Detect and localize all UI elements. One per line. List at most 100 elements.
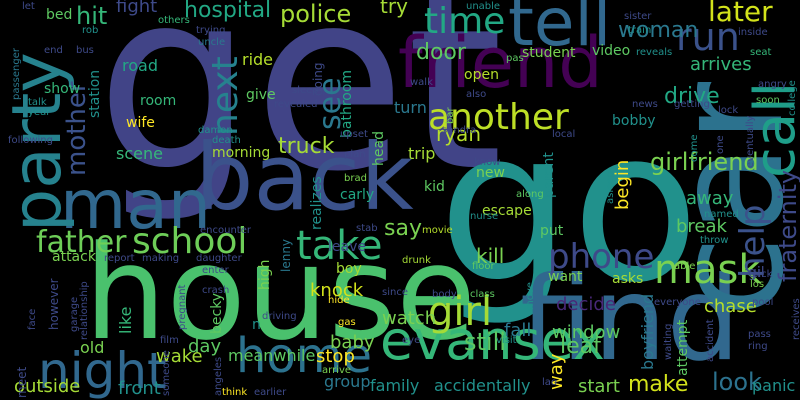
word-inside: inside [738, 27, 768, 38]
word-upset: upset [340, 129, 368, 140]
word-becky: becky [209, 292, 225, 334]
word-movie: movie [422, 225, 453, 236]
word-hide: hide [328, 295, 350, 306]
word-man: man [60, 166, 212, 245]
word-realizes: realizes [309, 176, 325, 230]
word-one: one [715, 135, 726, 154]
word-sleep: sleep [292, 85, 319, 96]
word-trying: trying [196, 25, 226, 36]
word-local: local [552, 129, 576, 140]
word-find: find [520, 252, 741, 387]
word-high: high [257, 259, 273, 290]
word-unable: unable [466, 1, 501, 12]
word-stop: stop [316, 346, 355, 367]
word-group: group [324, 372, 371, 391]
word-rob: rob [82, 25, 99, 36]
word-front: front [118, 378, 161, 399]
word-reveals: reveals [636, 47, 673, 58]
word-however: however [47, 278, 61, 330]
word-brad: brad [344, 173, 367, 184]
word-old: old [80, 338, 105, 357]
word-encounter: encounter [200, 225, 251, 236]
word-ring: ring [748, 341, 768, 352]
word-receives: receives [791, 298, 800, 340]
word-away: away [686, 188, 734, 209]
word-trip: trip [408, 144, 436, 163]
word-tell: tell [508, 0, 612, 61]
word-soon: soon [756, 95, 780, 106]
word-walk: walk [410, 77, 433, 88]
word-new: new [476, 165, 505, 181]
word-come: come [689, 134, 700, 162]
word-pass: pass [748, 329, 771, 340]
word-watch: watch [382, 308, 437, 329]
word-road: road [122, 56, 158, 75]
word-ride: ride [242, 50, 274, 69]
word-woman: woman [618, 18, 699, 43]
word-ryan: ryan [436, 122, 481, 146]
word-look: look [712, 368, 762, 396]
word-day: day [188, 336, 222, 357]
word-parent: parent [541, 152, 557, 198]
word-garage: garage [69, 296, 80, 332]
word-move: move [525, 282, 536, 310]
word-class: class [470, 289, 495, 300]
word-morning: morning [212, 145, 271, 161]
word-police: police [280, 0, 352, 28]
word-bobby: bobby [612, 113, 656, 129]
word-enter: enter [202, 265, 229, 276]
word-attack: attack [52, 249, 96, 265]
word-film: film [160, 335, 179, 346]
word-accidentally: accidentally [434, 376, 531, 395]
word-put: put [540, 223, 564, 239]
word-turn: turn [394, 98, 427, 117]
word-door: door [416, 40, 466, 65]
word-bathroom: bathroom [339, 69, 355, 138]
word-bed: bed [46, 7, 73, 23]
word-throw: throw [700, 235, 729, 246]
word-visit: visit [496, 335, 517, 346]
word-station: station [87, 69, 103, 118]
word-lock: lock [718, 105, 739, 116]
word-break: break [676, 216, 727, 237]
word-sister: sister [624, 11, 652, 22]
word-named: named [704, 209, 739, 220]
word-hit: hit [76, 2, 108, 30]
word-still: still [464, 328, 506, 356]
word-kill: kill [476, 244, 505, 268]
word-wife: wife [126, 115, 155, 131]
word-pas: pas [506, 53, 524, 64]
word-floor: floor [472, 261, 495, 272]
word-head: head [371, 131, 387, 166]
word-let: let [22, 1, 35, 12]
word-since: since [382, 287, 408, 298]
word-family: family [370, 376, 420, 395]
word-panic: panic [752, 376, 796, 395]
word-make: make [628, 372, 689, 397]
word-angry: angry [758, 79, 787, 90]
word-making: making [142, 253, 180, 264]
word-pool: pool [752, 297, 774, 308]
word-plan: plan [344, 149, 366, 160]
word-meet: meet [15, 366, 29, 398]
word-attempt: attempt [675, 319, 691, 376]
word-along: along [516, 189, 544, 200]
word-talk: talk [28, 97, 47, 108]
word-driving: driving [262, 311, 297, 322]
word-say: say [384, 216, 422, 241]
word-outside: outside [14, 376, 81, 397]
word-seat: seat [750, 47, 772, 58]
word-escape: escape [482, 203, 532, 219]
word-following: following [8, 135, 53, 146]
word-home: home [236, 328, 373, 384]
word-girl: girl [428, 289, 493, 335]
word-also: also [466, 89, 487, 100]
word-lao: lao [542, 377, 558, 388]
word-truck: truck [278, 134, 335, 159]
word-baby: baby [330, 332, 375, 353]
word-daughter: daughter [196, 253, 242, 264]
word-room: room [140, 93, 177, 109]
word-others: others [158, 15, 190, 26]
word-give: give [246, 87, 276, 103]
